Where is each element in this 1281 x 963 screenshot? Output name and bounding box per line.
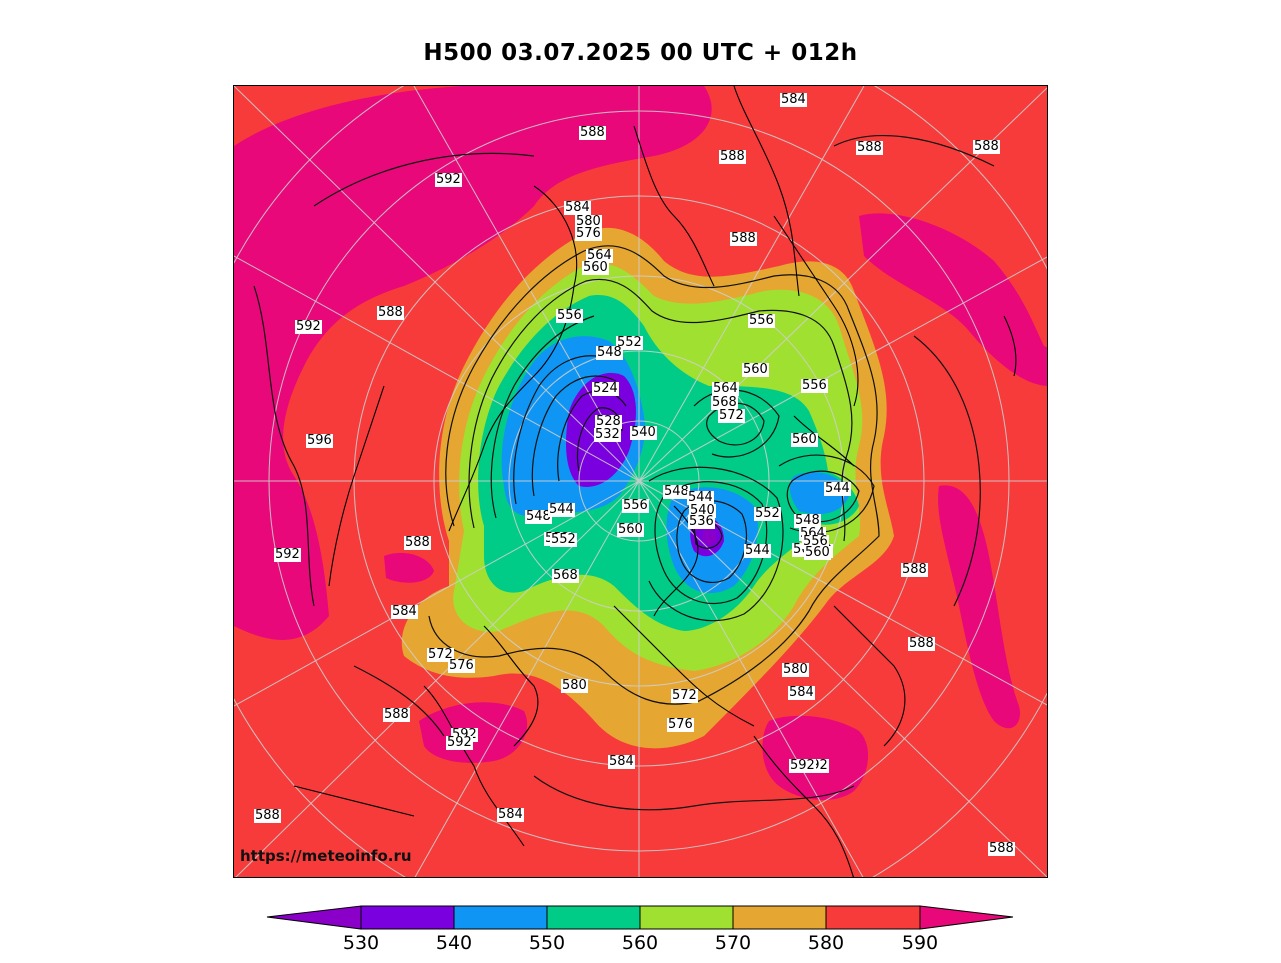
contour-label: 560 — [582, 260, 609, 275]
contour-label: 556 — [556, 308, 583, 323]
high-area-west-small — [384, 552, 434, 583]
contour-label: 596 — [306, 433, 333, 448]
contour-label: 572 — [671, 688, 698, 703]
contour-label: 560 — [742, 362, 769, 377]
colorbar-tick-530: 530 — [342, 932, 380, 954]
contour-label: 592 — [274, 547, 301, 562]
contour-label: 592 — [295, 319, 322, 334]
contour-label: 580 — [575, 214, 602, 229]
colorbar-tick-590: 590 — [901, 932, 939, 954]
contour-label: 544 — [824, 481, 851, 496]
contour-label: 556 — [801, 378, 828, 393]
high-area-southeast — [938, 485, 1020, 729]
high-area-south — [762, 715, 869, 801]
contour-label: 588 — [404, 535, 431, 550]
map-title: H500 03.07.2025 00 UTC + 012h — [423, 40, 858, 66]
contour-label: 552 — [550, 532, 577, 547]
colorbar-bin-540-550 — [453, 905, 548, 930]
contour-label: 584 — [497, 807, 524, 822]
colorbar-tick-550: 550 — [528, 932, 566, 954]
band-below-530 — [702, 529, 717, 545]
contour-label: 588 — [988, 841, 1015, 856]
contour-label: 588 — [377, 305, 404, 320]
contour-label: 572 — [427, 647, 454, 662]
contour-label: 524 — [592, 381, 619, 396]
colorbar-bin-570-580 — [732, 905, 827, 930]
contour-label: 588 — [579, 125, 606, 140]
contour-label: 588 — [719, 149, 746, 164]
contour-label: 560 — [804, 545, 831, 560]
contour-label: 564 — [712, 381, 739, 396]
contour-label: 572 — [718, 408, 745, 423]
colorbar-bin-560-570 — [639, 905, 734, 930]
height-contours — [253, 134, 995, 811]
contour-label: 544 — [687, 490, 714, 505]
contour-label: 584 — [391, 604, 418, 619]
contour-label: 588 — [908, 636, 935, 651]
contour-label: 588 — [254, 808, 281, 823]
graticule — [234, 86, 1047, 877]
contour-label: 568 — [711, 395, 738, 410]
high-area-east — [859, 213, 1047, 386]
contour-label: 528 — [595, 414, 622, 429]
colorbar-tick-540: 540 — [435, 932, 473, 954]
colorbar-tick-580: 580 — [807, 932, 845, 954]
colorbar-tick-560: 560 — [621, 932, 659, 954]
contour-label: 548 — [663, 484, 690, 499]
contour-label: 588 — [383, 707, 410, 722]
contour-label: 584 — [788, 685, 815, 700]
contour-label: 588 — [856, 140, 883, 155]
contour-label: 588 — [973, 139, 1000, 154]
contour-label: 536 — [688, 514, 715, 529]
contour-label: 532 — [594, 427, 621, 442]
source-watermark: https://meteoinfo.ru — [240, 847, 412, 865]
contour-label: 548 — [596, 345, 623, 360]
contour-label: 576 — [667, 717, 694, 732]
colorbar-extend-low — [266, 905, 362, 930]
contour-label: 588 — [730, 231, 757, 246]
contour-label: 544 — [744, 543, 771, 558]
contour-label: 592 — [435, 172, 462, 187]
contour-label: 556 — [748, 313, 775, 328]
contour-label: 580 — [561, 678, 588, 693]
contour-label: 552 — [754, 506, 781, 521]
contour-label: 580 — [782, 662, 809, 677]
contour-label: 556 — [802, 534, 829, 549]
contour-label: 556 — [622, 498, 649, 513]
high-area-northwest — [234, 86, 712, 640]
contour-label: 560 — [791, 432, 818, 447]
colorbar-bin-550-560 — [546, 905, 641, 930]
contour-label: 540 — [630, 425, 657, 440]
contour-label: 584 — [608, 754, 635, 769]
contour-label: 548 — [525, 509, 552, 524]
colorbar-bin-580-590 — [825, 905, 921, 930]
colorbar-extend-high — [919, 905, 1014, 930]
contour-label: 576 — [448, 658, 475, 673]
contour-label: 592 — [446, 735, 473, 750]
contour-label: 564 — [586, 248, 613, 263]
contour-label: 584 — [564, 200, 591, 215]
contour-label: 584 — [780, 92, 807, 107]
contour-label: 592 — [789, 758, 816, 773]
contour-label: 576 — [575, 226, 602, 241]
colorbar — [266, 905, 1014, 930]
colorbar-bin-530-540 — [360, 905, 455, 930]
contour-label: 560 — [617, 522, 644, 537]
height-field-map — [234, 86, 1047, 877]
map-panel[interactable]: 584 588 588 588 592 584 580 576 564 560 556 556 552 5… — [233, 85, 1048, 878]
contour-label: 540 — [689, 503, 716, 518]
contour-label: 588 — [901, 562, 928, 577]
contour-label: 544 — [548, 502, 575, 517]
contour-label: 568 — [552, 568, 579, 583]
colorbar-tick-570: 570 — [714, 932, 752, 954]
contour-label: 548 — [794, 513, 821, 528]
